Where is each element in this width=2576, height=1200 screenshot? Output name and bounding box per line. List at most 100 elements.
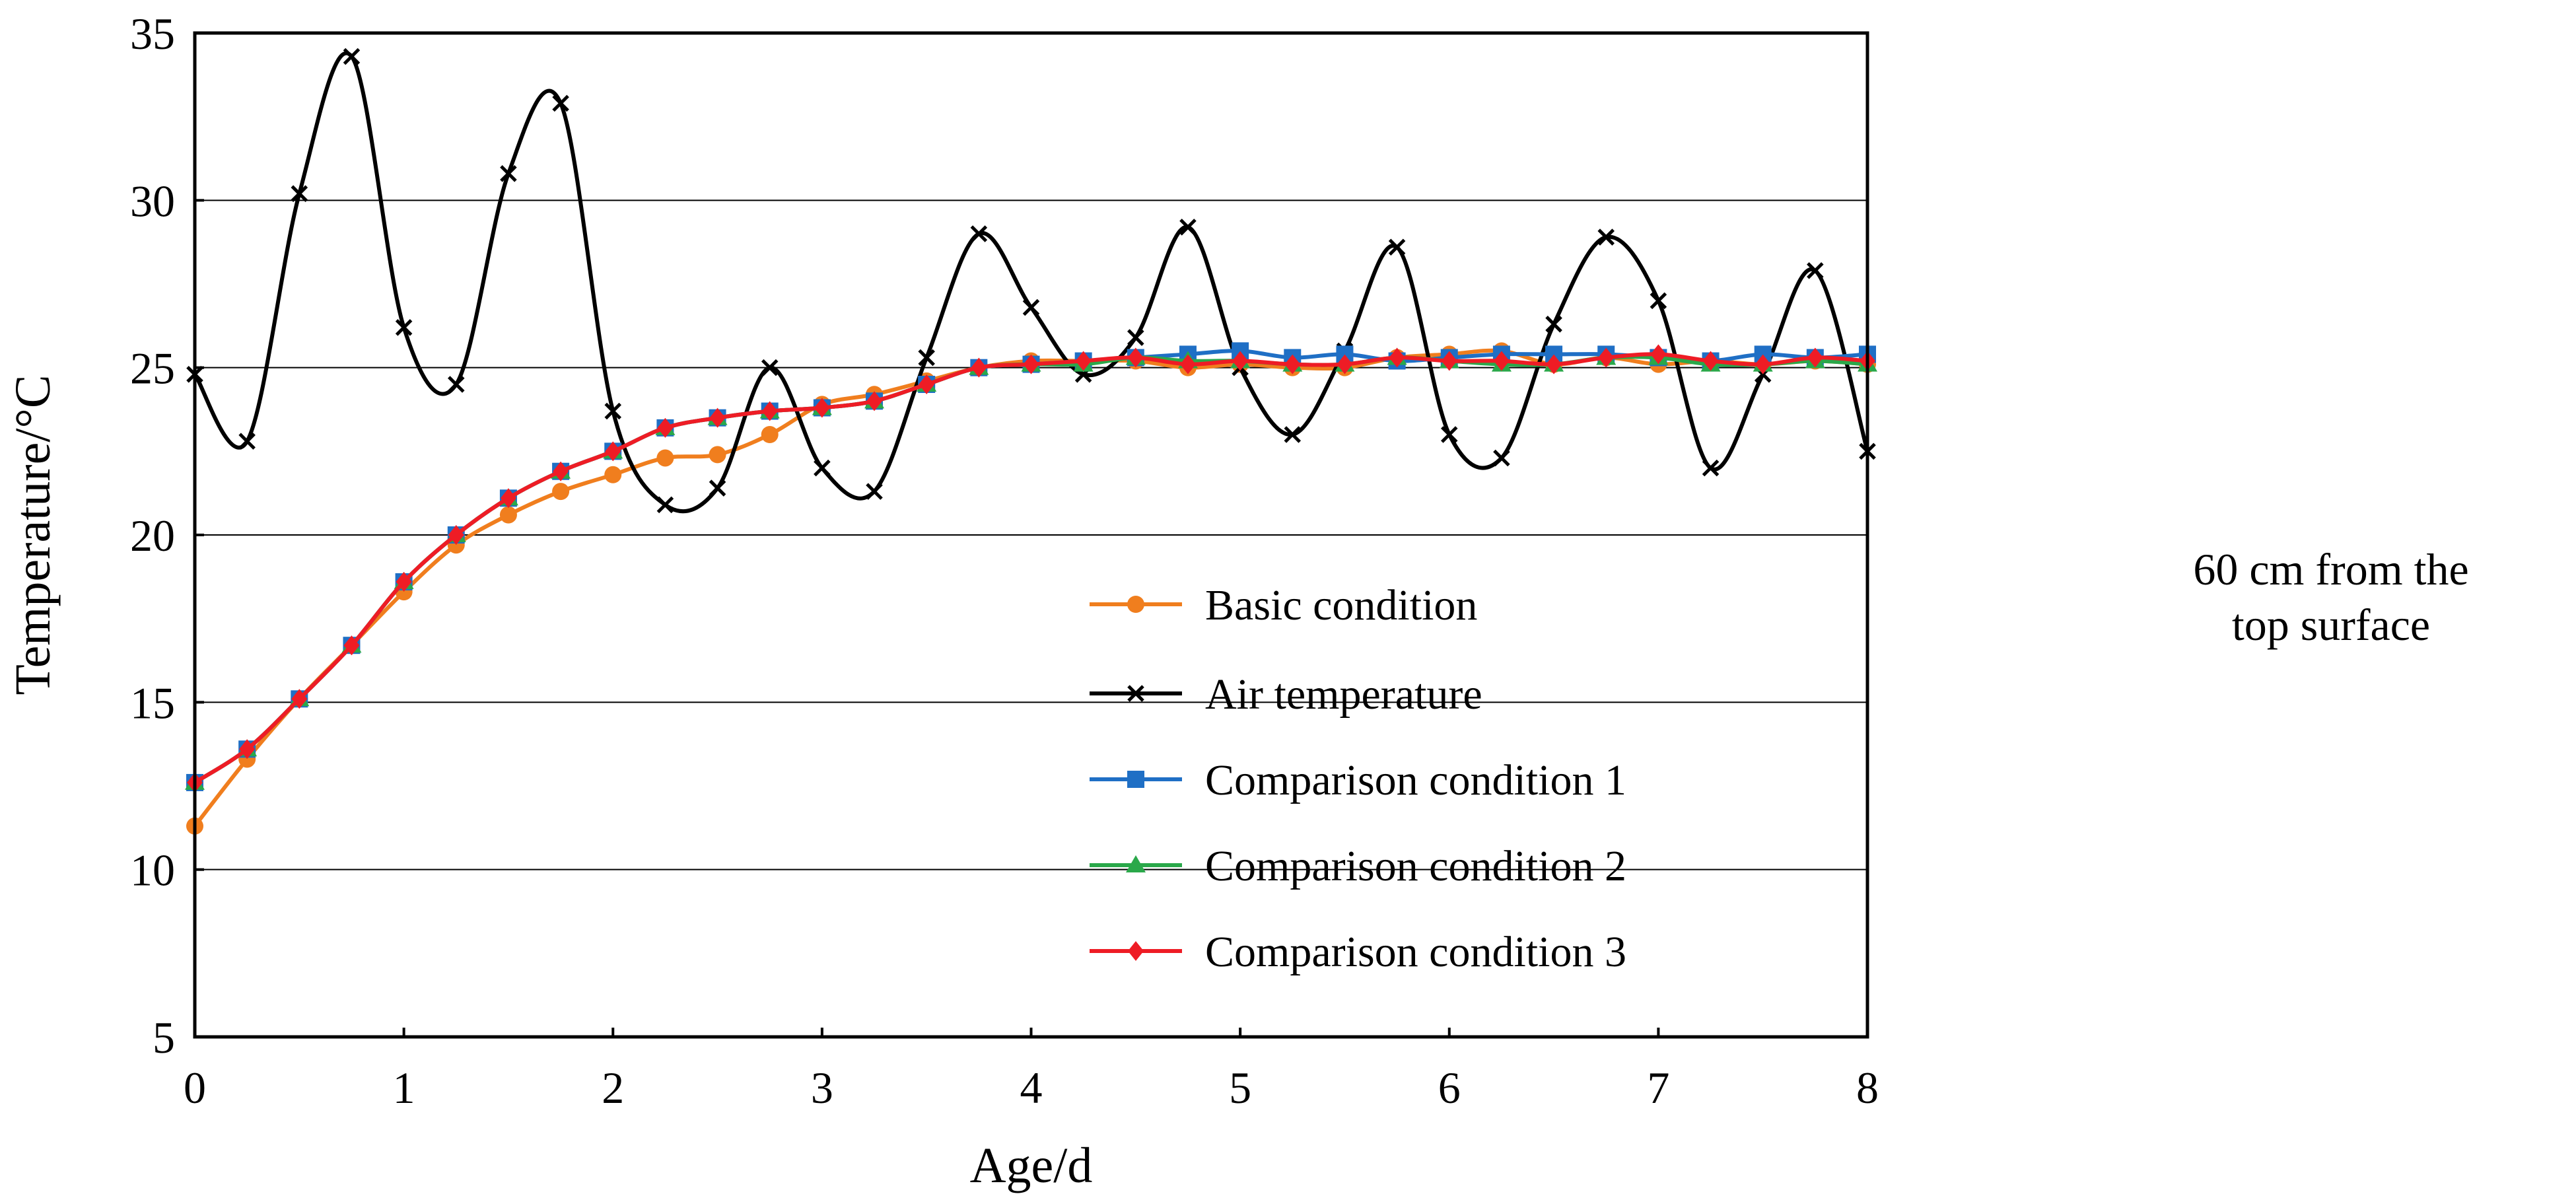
location-note: 60 cm from the top surface bbox=[2133, 542, 2529, 653]
point-air-temperature-27-stroke-b bbox=[1597, 229, 1615, 246]
point-comparison-condition-3-8 bbox=[605, 441, 621, 462]
x-tick-label: 2 bbox=[602, 1063, 624, 1113]
series-line-basic-condition bbox=[193, 348, 1868, 828]
point-air-temperature-8-stroke-b bbox=[604, 402, 622, 420]
series-layer bbox=[185, 48, 1877, 835]
point-air-temperature-1-stroke-b bbox=[238, 433, 256, 450]
point-air-temperature-23 bbox=[1388, 238, 1406, 256]
point-air-temperature-5-stroke-b bbox=[448, 376, 465, 393]
point-comparison-condition-3-7 bbox=[553, 461, 569, 481]
y-tick-label: 20 bbox=[130, 511, 175, 561]
point-air-temperature-29-stroke-b bbox=[1702, 459, 1720, 477]
y-tick-label: 15 bbox=[130, 678, 175, 728]
legend-label-comparison-condition-3: Comparison condition 3 bbox=[1205, 928, 1626, 976]
x-tick-label: 5 bbox=[1229, 1063, 1251, 1113]
point-air-temperature-6 bbox=[500, 165, 517, 182]
point-comparison-condition-3-6 bbox=[500, 488, 516, 509]
y-tick-label: 25 bbox=[130, 343, 175, 394]
y-tick-label: 35 bbox=[130, 9, 175, 59]
point-comparison-condition-3-26 bbox=[1546, 354, 1562, 374]
y-tick-label: 10 bbox=[130, 845, 175, 896]
point-air-temperature-18-stroke-b bbox=[1127, 329, 1144, 346]
point-air-temperature-16-stroke-b bbox=[1022, 299, 1040, 316]
point-air-temperature-2-stroke-b bbox=[291, 185, 308, 202]
point-comparison-condition-3-15 bbox=[971, 357, 987, 378]
series-comparison-condition-2 bbox=[185, 347, 1877, 790]
point-comparison-condition-3-24 bbox=[1441, 351, 1457, 371]
series-air-temperature bbox=[186, 48, 1876, 514]
point-comparison-condition-3-29 bbox=[1702, 351, 1719, 371]
point-air-temperature-24 bbox=[1440, 426, 1458, 443]
series-line-comparison-condition-1 bbox=[193, 349, 1868, 785]
series-line-air-temperature bbox=[193, 51, 1869, 514]
point-air-temperature-12-stroke-b bbox=[814, 459, 831, 477]
point-comparison-condition-3-16 bbox=[1023, 354, 1039, 374]
point-comparison-condition-3-11 bbox=[761, 401, 778, 421]
point-comparison-condition-3-27 bbox=[1598, 347, 1615, 368]
x-tick-label: 6 bbox=[1438, 1063, 1461, 1113]
point-air-temperature-1 bbox=[238, 433, 256, 450]
point-air-temperature-21 bbox=[1284, 426, 1302, 443]
point-comparison-condition-3-18 bbox=[1127, 347, 1144, 368]
point-comparison-condition-3-30 bbox=[1755, 354, 1771, 374]
point-air-temperature-21-stroke-b bbox=[1284, 426, 1302, 443]
point-air-temperature-25-stroke-b bbox=[1493, 449, 1510, 467]
point-air-temperature-5 bbox=[448, 376, 465, 393]
y-axis-title: Temperature/°C bbox=[5, 374, 61, 695]
point-air-temperature-28 bbox=[1650, 292, 1667, 310]
point-air-temperature-11-stroke-b bbox=[761, 359, 779, 376]
y-tick-label: 5 bbox=[153, 1012, 175, 1063]
legend-item-air-temperature: Air temperature bbox=[1090, 670, 1482, 719]
point-basic-condition-10 bbox=[709, 446, 726, 464]
point-air-temperature-31-stroke-b bbox=[1807, 262, 1824, 279]
point-air-temperature-4 bbox=[395, 319, 413, 336]
point-air-temperature-24-stroke-b bbox=[1440, 426, 1458, 443]
legend: Basic condition Air temperature Comparison… bbox=[1090, 581, 1626, 976]
point-comparison-condition-3-17 bbox=[1075, 351, 1092, 371]
point-comparison-condition-3-21 bbox=[1284, 354, 1301, 374]
point-basic-condition-9 bbox=[656, 449, 674, 467]
series-comparison-condition-3 bbox=[187, 344, 1875, 793]
point-comparison-condition-3-20 bbox=[1232, 351, 1249, 371]
point-air-temperature-10-stroke-b bbox=[709, 479, 726, 497]
point-air-temperature-15 bbox=[970, 225, 988, 242]
point-comparison-condition-3-4 bbox=[396, 571, 412, 592]
point-air-temperature-14 bbox=[918, 349, 935, 367]
legend-swatch-marker-air-temperature bbox=[1127, 685, 1144, 702]
legend-swatch-marker-comparison-condition-2 bbox=[1126, 855, 1146, 872]
point-basic-condition-7 bbox=[552, 483, 570, 501]
x-tick-label: 8 bbox=[1856, 1063, 1879, 1113]
point-air-temperature-14-stroke-b bbox=[918, 349, 935, 367]
point-air-temperature-10 bbox=[709, 479, 726, 497]
legend-item-comparison-condition-3: Comparison condition 3 bbox=[1090, 928, 1626, 976]
point-air-temperature-26-stroke-b bbox=[1545, 316, 1562, 333]
legend-label-comparison-condition-1: Comparison condition 1 bbox=[1205, 756, 1626, 804]
point-comparison-condition-3-23 bbox=[1389, 347, 1405, 368]
point-air-temperature-25 bbox=[1493, 449, 1510, 467]
point-comparison-condition-3-19 bbox=[1179, 354, 1196, 374]
legend-swatch-marker-basic-condition bbox=[1127, 596, 1144, 613]
x-tick-label: 4 bbox=[1020, 1063, 1043, 1113]
point-air-temperature-26 bbox=[1545, 316, 1562, 333]
point-air-temperature-9-stroke-b bbox=[656, 496, 674, 514]
point-comparison-condition-3-10 bbox=[709, 407, 726, 428]
point-air-temperature-7 bbox=[552, 94, 569, 112]
point-air-temperature-3 bbox=[343, 48, 361, 65]
point-air-temperature-3-stroke-b bbox=[343, 48, 361, 65]
point-air-temperature-27 bbox=[1597, 229, 1615, 246]
tick-labels: 0 1 2 3 4 5 6 7 8 5 10 15 20 25 30 35 bbox=[130, 9, 1879, 1113]
location-note-line-2: top surface bbox=[2231, 600, 2431, 650]
location-note-line-1: 60 cm from the bbox=[2193, 544, 2469, 594]
point-comparison-condition-3-25 bbox=[1493, 351, 1510, 371]
point-air-temperature-8 bbox=[604, 402, 622, 420]
point-air-temperature-4-stroke-b bbox=[395, 319, 413, 336]
legend-item-basic-condition: Basic condition bbox=[1090, 581, 1477, 629]
point-comparison-condition-3-9 bbox=[657, 417, 674, 438]
x-tick-label: 7 bbox=[1647, 1063, 1669, 1113]
point-comparison-condition-3-22 bbox=[1337, 354, 1353, 374]
point-air-temperature-13 bbox=[866, 483, 883, 500]
point-comparison-condition-3-5 bbox=[448, 525, 464, 545]
point-air-temperature-19 bbox=[1179, 219, 1197, 236]
point-air-temperature-19-stroke-b bbox=[1179, 219, 1197, 236]
point-air-temperature-23-stroke-b bbox=[1388, 238, 1406, 256]
